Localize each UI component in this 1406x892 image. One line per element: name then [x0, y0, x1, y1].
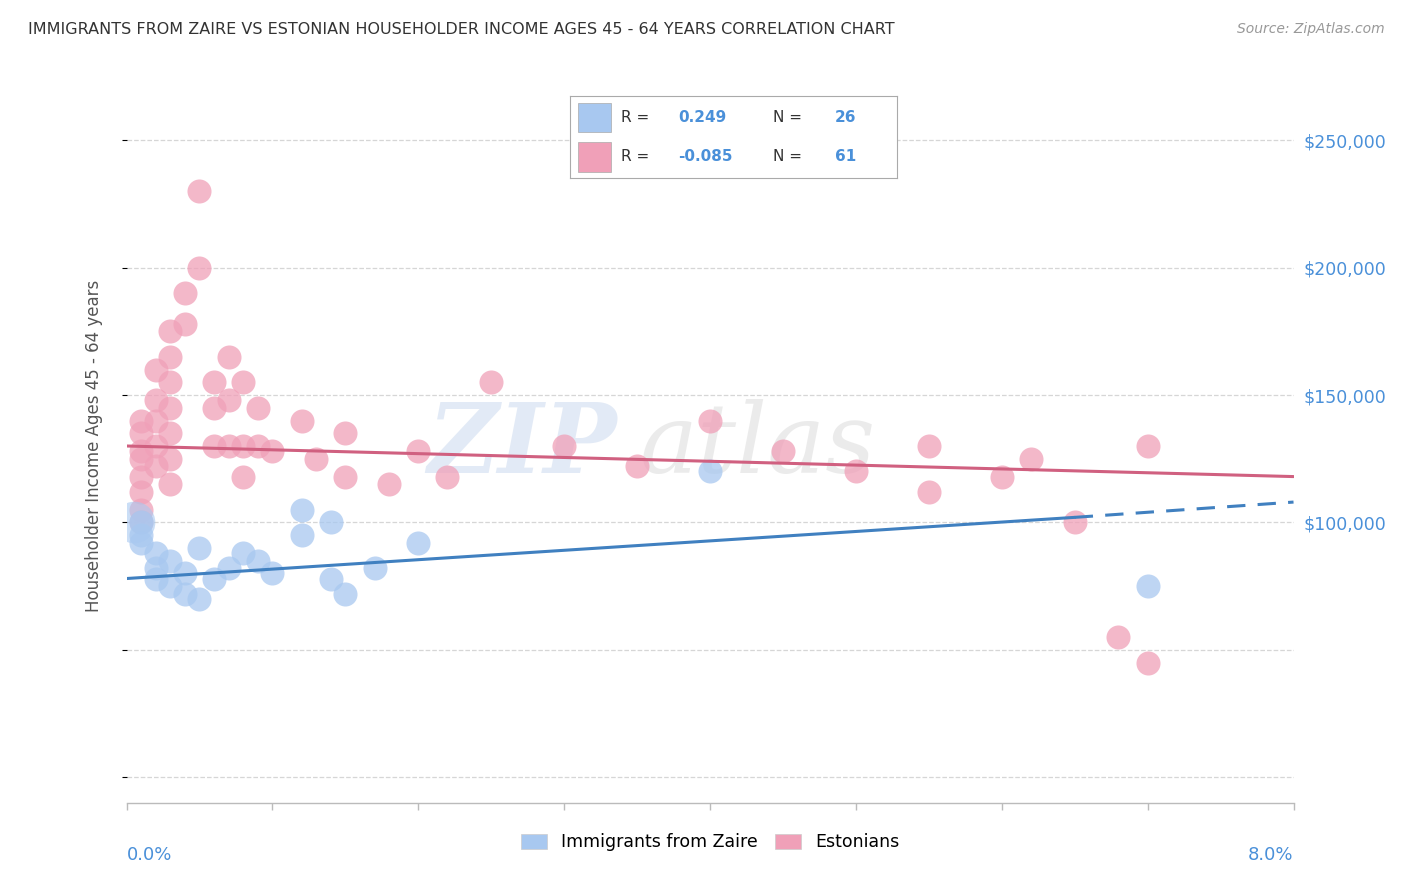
- Point: [129, 516, 152, 530]
- Point: [553, 439, 575, 453]
- Point: [1136, 579, 1159, 593]
- Point: [1136, 439, 1159, 453]
- Point: [218, 393, 240, 408]
- Text: 0.0%: 0.0%: [127, 846, 172, 863]
- Point: [218, 561, 240, 575]
- Point: [408, 444, 430, 458]
- Point: [262, 444, 284, 458]
- Point: [1019, 451, 1042, 466]
- Point: [129, 516, 152, 530]
- Point: [159, 451, 181, 466]
- Point: [1108, 630, 1130, 644]
- Point: [335, 426, 357, 441]
- Point: [218, 439, 240, 453]
- Point: [122, 516, 145, 530]
- Point: [246, 401, 269, 415]
- Point: [290, 528, 312, 542]
- Point: [145, 459, 167, 474]
- Point: [305, 451, 328, 466]
- Point: [319, 516, 342, 530]
- Point: [202, 376, 225, 390]
- Point: [129, 444, 152, 458]
- Point: [129, 451, 152, 466]
- Text: atlas: atlas: [640, 399, 876, 493]
- Point: [479, 376, 502, 390]
- Point: [188, 541, 211, 555]
- Point: [145, 362, 167, 376]
- Point: [159, 324, 181, 338]
- Point: [129, 502, 152, 516]
- Point: [378, 477, 401, 491]
- Point: [174, 587, 197, 601]
- Point: [129, 484, 152, 499]
- Point: [363, 561, 385, 575]
- Point: [174, 286, 197, 301]
- Point: [129, 469, 152, 483]
- Point: [188, 260, 211, 275]
- Point: [918, 484, 941, 499]
- Point: [145, 546, 167, 560]
- Point: [145, 413, 167, 427]
- Point: [990, 469, 1012, 483]
- Point: [335, 587, 357, 601]
- Text: IMMIGRANTS FROM ZAIRE VS ESTONIAN HOUSEHOLDER INCOME AGES 45 - 64 YEARS CORRELAT: IMMIGRANTS FROM ZAIRE VS ESTONIAN HOUSEH…: [28, 22, 894, 37]
- Point: [159, 579, 181, 593]
- Point: [129, 528, 152, 542]
- Point: [159, 477, 181, 491]
- Point: [918, 439, 941, 453]
- Point: [772, 444, 794, 458]
- Point: [129, 536, 152, 550]
- Point: [129, 413, 152, 427]
- Text: ZIP: ZIP: [427, 399, 617, 493]
- Point: [145, 572, 167, 586]
- Point: [159, 401, 181, 415]
- Point: [202, 439, 225, 453]
- Point: [174, 566, 197, 581]
- Y-axis label: Householder Income Ages 45 - 64 years: Householder Income Ages 45 - 64 years: [84, 280, 103, 612]
- Point: [262, 566, 284, 581]
- Point: [232, 469, 254, 483]
- Text: 8.0%: 8.0%: [1249, 846, 1294, 863]
- Point: [845, 465, 868, 479]
- Point: [202, 572, 225, 586]
- Point: [335, 469, 357, 483]
- Point: [626, 459, 648, 474]
- Point: [159, 426, 181, 441]
- Point: [232, 546, 254, 560]
- Point: [436, 469, 458, 483]
- Point: [1136, 656, 1159, 670]
- Point: [159, 554, 181, 568]
- Point: [699, 465, 721, 479]
- Point: [129, 426, 152, 441]
- Point: [232, 376, 254, 390]
- Point: [290, 413, 312, 427]
- Point: [145, 439, 167, 453]
- Point: [188, 591, 211, 606]
- Point: [174, 317, 197, 331]
- Point: [1063, 516, 1085, 530]
- Point: [232, 439, 254, 453]
- Point: [319, 572, 342, 586]
- Point: [202, 401, 225, 415]
- Point: [246, 439, 269, 453]
- Point: [246, 554, 269, 568]
- Point: [145, 561, 167, 575]
- Point: [145, 393, 167, 408]
- Point: [218, 350, 240, 364]
- Point: [188, 184, 211, 198]
- Point: [408, 536, 430, 550]
- Point: [159, 376, 181, 390]
- Legend: Immigrants from Zaire, Estonians: Immigrants from Zaire, Estonians: [515, 827, 905, 858]
- Point: [290, 502, 312, 516]
- Point: [699, 413, 721, 427]
- Point: [159, 350, 181, 364]
- Text: Source: ZipAtlas.com: Source: ZipAtlas.com: [1237, 22, 1385, 37]
